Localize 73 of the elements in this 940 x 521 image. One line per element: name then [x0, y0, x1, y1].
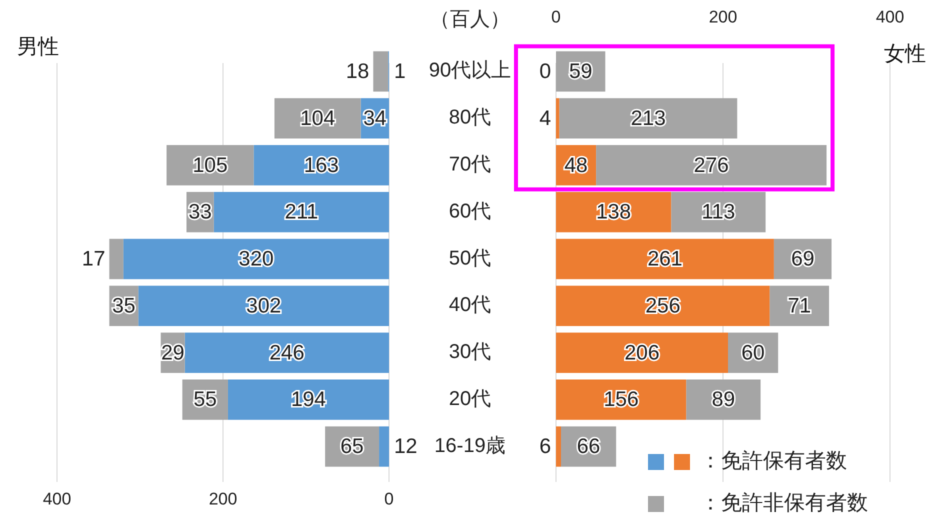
data-label: 163	[304, 154, 339, 177]
bar	[138, 286, 389, 326]
data-label: 156	[604, 388, 639, 412]
x-tick-label: 0	[384, 489, 394, 508]
bar	[556, 286, 770, 326]
bar	[123, 238, 389, 280]
data-label: 261	[647, 248, 682, 271]
bar	[214, 192, 389, 232]
data-label: 246	[269, 341, 304, 364]
bar	[559, 98, 738, 138]
data-label: 71	[788, 294, 812, 318]
data-label: 33	[188, 200, 212, 224]
y-tick-label: 90代以上	[428, 60, 512, 82]
bar	[556, 332, 728, 373]
bar	[373, 51, 388, 92]
bar	[184, 332, 389, 373]
y-tick-label: 20代	[448, 388, 492, 410]
y-tick-label: 40代	[448, 294, 492, 316]
y-tick-label: 50代	[448, 247, 492, 270]
data-label: 302	[246, 294, 282, 318]
y-tick-label: 30代	[448, 341, 492, 364]
bar	[596, 145, 827, 186]
data-label: 89	[712, 388, 736, 412]
data-label: 34	[363, 106, 387, 130]
data-label: 48	[564, 154, 588, 177]
x-tick-label: 200	[208, 489, 238, 508]
data-label: 206	[624, 341, 660, 364]
chart-title: 男性	[17, 36, 59, 59]
data-label: 211	[284, 200, 318, 224]
data-label: 194	[290, 388, 326, 412]
x-tick-label: 0	[551, 7, 561, 26]
bar	[556, 98, 560, 138]
data-label: 55	[193, 388, 217, 412]
data-label: 276	[694, 154, 729, 177]
y-tick-label: 70代	[448, 154, 492, 176]
bar	[228, 380, 389, 420]
chart-title: 女性	[884, 42, 926, 66]
data-label: 65	[340, 435, 364, 458]
x-tick-label: 400	[876, 7, 904, 26]
data-label: 69	[791, 248, 814, 271]
data-label: 213	[630, 106, 666, 130]
data-label: 104	[300, 106, 336, 130]
data-label: 12	[394, 435, 418, 458]
bar	[556, 380, 686, 420]
data-label: 320	[238, 248, 274, 271]
x-tick-label: 200	[708, 7, 738, 26]
y-tick-label: 80代	[448, 106, 492, 129]
data-label: 256	[645, 294, 680, 318]
data-label: 29	[161, 341, 184, 364]
data-label: 60	[741, 341, 765, 364]
data-label: 0	[539, 60, 551, 83]
bar	[379, 426, 389, 467]
data-label: 17	[82, 248, 106, 271]
x-tick-label: 400	[42, 489, 72, 508]
legend-label: ：免許保有者数	[700, 450, 847, 473]
bar	[556, 426, 562, 467]
data-label: 18	[346, 60, 370, 83]
bar	[556, 238, 774, 280]
bar	[254, 145, 389, 186]
legend-label: ：免許非保有者数	[700, 492, 868, 515]
data-label: 35	[112, 294, 136, 318]
data-label: 59	[568, 60, 592, 83]
y-tick-label: 16-19歳	[434, 434, 506, 457]
data-label: 4	[539, 106, 552, 130]
data-label: 105	[192, 154, 228, 177]
data-label: 1	[394, 60, 406, 83]
data-label: 113	[702, 200, 736, 224]
data-label: 66	[576, 435, 600, 458]
text: （百人）	[430, 8, 510, 30]
y-tick-label: 60代	[448, 200, 492, 222]
data-label: 6	[539, 435, 551, 458]
bar	[109, 238, 124, 280]
data-label: 138	[596, 200, 632, 224]
